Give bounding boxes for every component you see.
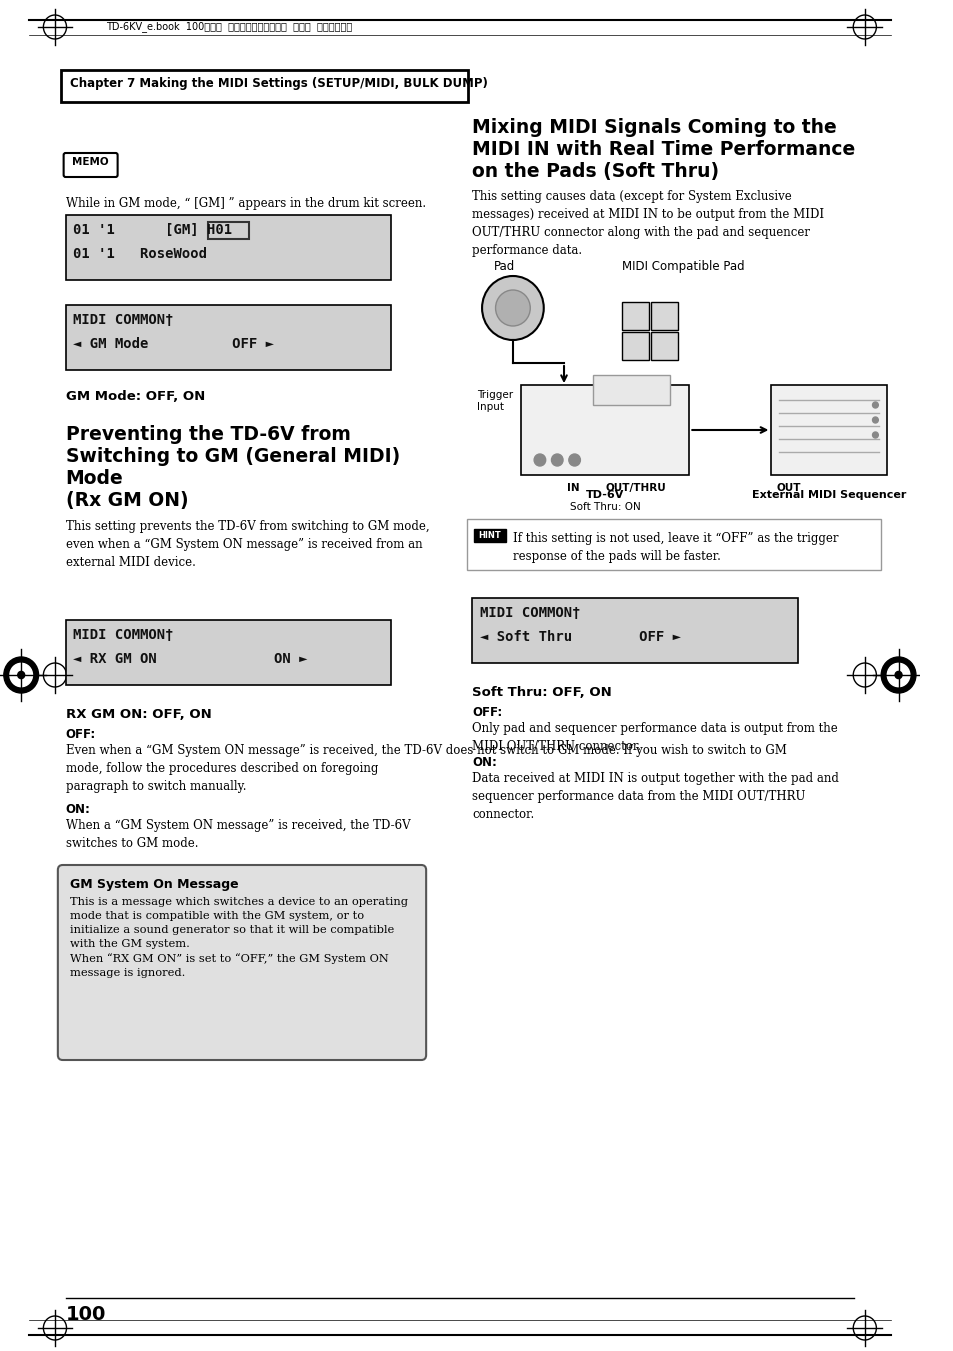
Text: Soft Thru: ON: Soft Thru: ON: [569, 503, 639, 512]
FancyBboxPatch shape: [58, 865, 426, 1061]
Circle shape: [18, 671, 25, 678]
Text: MIDI IN with Real Time Performance: MIDI IN with Real Time Performance: [472, 141, 855, 159]
Text: ◄ Soft Thru        OFF ►: ◄ Soft Thru OFF ►: [479, 630, 680, 644]
Bar: [66, 620, 391, 685]
Circle shape: [551, 454, 562, 466]
Circle shape: [872, 417, 878, 423]
Text: Mode: Mode: [66, 469, 123, 488]
Bar: [66, 215, 391, 280]
Text: Even when a “GM System ON message” is received, the TD-6V does not switch to GM : Even when a “GM System ON message” is re…: [66, 744, 785, 793]
Bar: [621, 303, 648, 330]
Bar: [472, 598, 798, 663]
Bar: [650, 332, 677, 359]
Text: ON:: ON:: [66, 802, 91, 816]
Text: Soft Thru: OFF, ON: Soft Thru: OFF, ON: [472, 686, 612, 698]
Text: This setting causes data (except for System Exclusive
messages) received at MIDI: This setting causes data (except for Sys…: [472, 190, 823, 257]
FancyBboxPatch shape: [466, 519, 881, 570]
Text: OFF:: OFF:: [472, 707, 502, 719]
Text: When a “GM System ON message” is received, the TD-6V
switches to GM mode.: When a “GM System ON message” is receive…: [66, 819, 410, 850]
Text: GM System On Message: GM System On Message: [71, 878, 239, 892]
Bar: [650, 303, 677, 330]
Text: MIDI Compatible Pad: MIDI Compatible Pad: [621, 259, 743, 273]
Text: GM Mode: OFF, ON: GM Mode: OFF, ON: [66, 390, 205, 403]
Circle shape: [4, 657, 38, 693]
Bar: [770, 385, 886, 476]
Text: Chapter 7 Making the MIDI Settings (SETUP/MIDI, BULK DUMP): Chapter 7 Making the MIDI Settings (SETU…: [71, 77, 488, 89]
Text: This is a message which switches a device to an operating
mode that is compatibl: This is a message which switches a devic…: [71, 897, 408, 978]
Circle shape: [495, 290, 530, 326]
Text: Switching to GM (General MIDI): Switching to GM (General MIDI): [66, 447, 399, 466]
Text: If this setting is not used, leave it “OFF” as the trigger
response of the pads : If this setting is not used, leave it “O…: [513, 532, 838, 563]
Text: Preventing the TD-6V from: Preventing the TD-6V from: [66, 426, 350, 444]
Circle shape: [881, 657, 915, 693]
Circle shape: [894, 671, 902, 678]
Bar: [593, 376, 669, 405]
Text: MEMO: MEMO: [72, 157, 109, 168]
Text: Input: Input: [476, 403, 504, 412]
Text: ◄ RX GM ON              ON ►: ◄ RX GM ON ON ►: [73, 653, 308, 666]
Circle shape: [568, 454, 579, 466]
Bar: [520, 385, 689, 476]
Circle shape: [872, 403, 878, 408]
Bar: [474, 530, 506, 542]
Text: on the Pads (Soft Thru): on the Pads (Soft Thru): [472, 162, 719, 181]
Text: MIDI COMMON†: MIDI COMMON†: [479, 607, 580, 620]
Text: IN: IN: [567, 484, 579, 493]
Bar: [208, 222, 249, 239]
Circle shape: [10, 663, 32, 686]
Circle shape: [872, 432, 878, 438]
Text: TD-6V: TD-6V: [585, 490, 623, 500]
Text: MIDI COMMON†: MIDI COMMON†: [73, 313, 173, 327]
FancyBboxPatch shape: [64, 153, 117, 177]
Text: OUT/THRU: OUT/THRU: [605, 484, 666, 493]
Text: RX GM ON: OFF, ON: RX GM ON: OFF, ON: [66, 708, 211, 721]
Circle shape: [481, 276, 543, 340]
Text: 100: 100: [66, 1305, 106, 1324]
Text: Trigger: Trigger: [476, 390, 513, 400]
Text: Pad: Pad: [493, 259, 515, 273]
Text: Data received at MIDI IN is output together with the pad and
sequencer performan: Data received at MIDI IN is output toget…: [472, 771, 839, 821]
Bar: [66, 305, 391, 370]
Bar: [621, 332, 648, 359]
Text: OUT: OUT: [776, 484, 800, 493]
Text: ◄ GM Mode          OFF ►: ◄ GM Mode OFF ►: [73, 336, 274, 351]
Text: (Rx GM ON): (Rx GM ON): [66, 490, 188, 509]
FancyBboxPatch shape: [61, 70, 467, 101]
Text: 01 '1   RoseWood: 01 '1 RoseWood: [73, 247, 207, 261]
Circle shape: [886, 663, 909, 686]
Text: While in GM mode, “ [GM] ” appears in the drum kit screen.: While in GM mode, “ [GM] ” appears in th…: [66, 197, 425, 209]
Text: MIDI COMMON†: MIDI COMMON†: [73, 628, 173, 642]
Text: Only pad and sequencer performance data is output from the
MIDI OUT/THRU connect: Only pad and sequencer performance data …: [472, 721, 838, 753]
Text: External MIDI Sequencer: External MIDI Sequencer: [751, 490, 905, 500]
Text: This setting prevents the TD-6V from switching to GM mode,
even when a “GM Syste: This setting prevents the TD-6V from swi…: [66, 520, 429, 569]
Text: 01 '1      [GM] H01: 01 '1 [GM] H01: [73, 223, 233, 236]
Text: HINT: HINT: [477, 531, 500, 539]
Text: Mixing MIDI Signals Coming to the: Mixing MIDI Signals Coming to the: [472, 118, 837, 136]
Text: ON:: ON:: [472, 757, 497, 769]
Text: OFF:: OFF:: [66, 728, 95, 740]
Circle shape: [534, 454, 545, 466]
Text: TD-6KV_e.book  100ページ  ２００５幱１月２４日  月曜日  午後７晎４分: TD-6KV_e.book 100ページ ２００５幱１月２４日 月曜日 午後７晎…: [106, 22, 352, 32]
